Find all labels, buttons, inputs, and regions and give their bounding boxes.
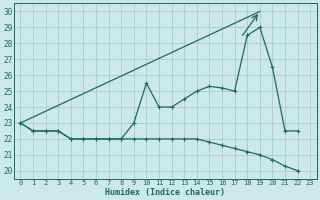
X-axis label: Humidex (Indice chaleur): Humidex (Indice chaleur) [105, 188, 225, 197]
